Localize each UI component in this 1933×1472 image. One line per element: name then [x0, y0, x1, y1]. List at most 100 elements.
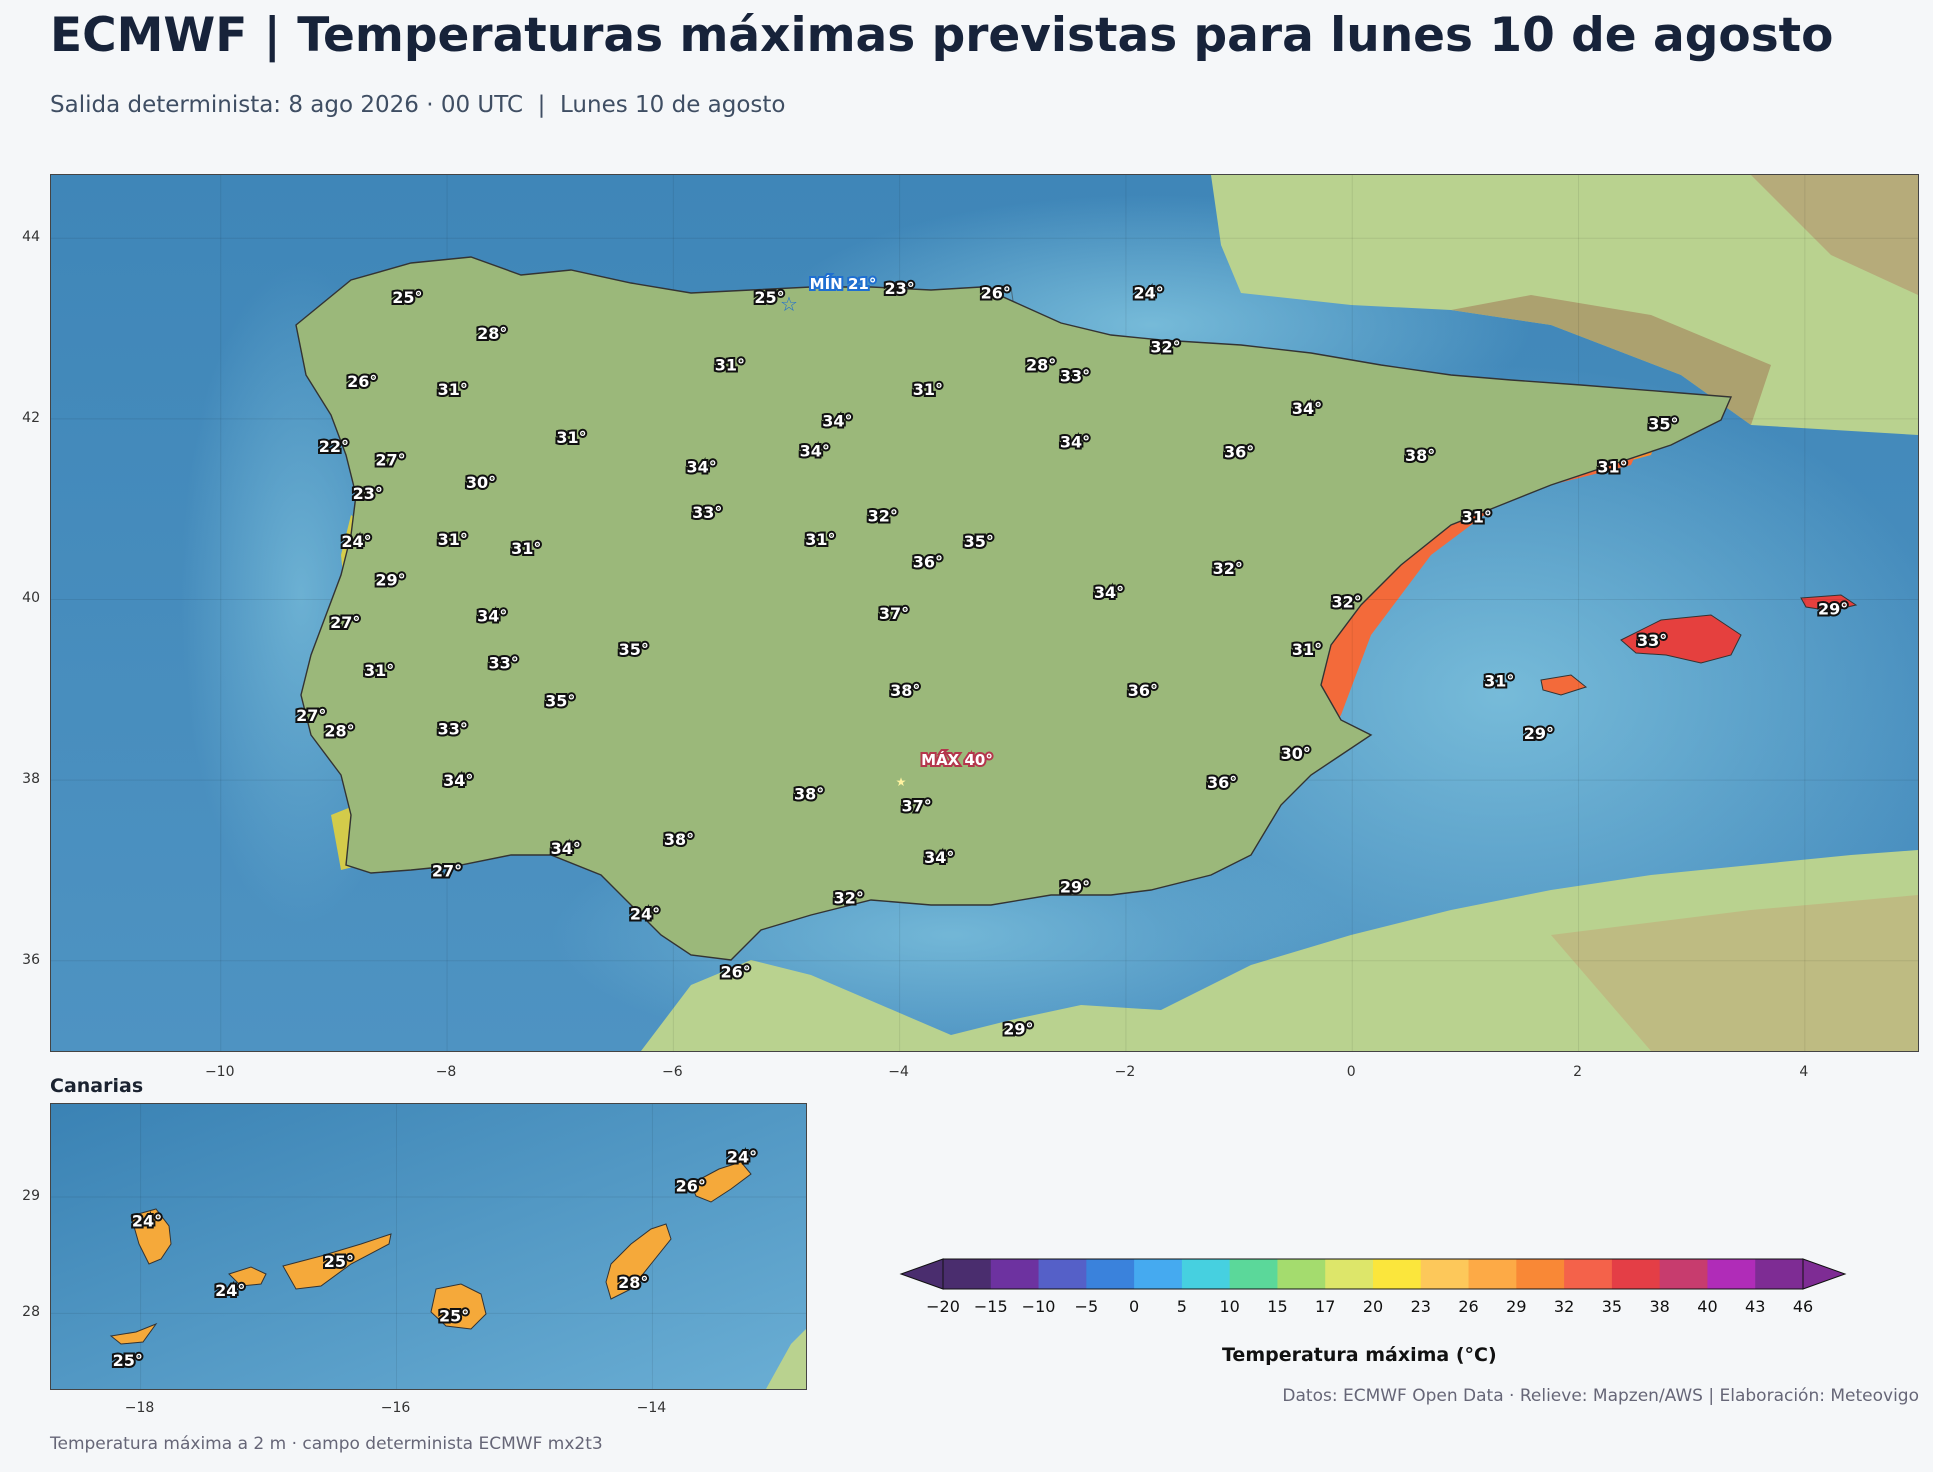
colorbar-tick-label: 29: [1506, 1297, 1527, 1316]
colorbar-tick-label: −15: [973, 1297, 1008, 1316]
la-palma: [130, 1208, 172, 1265]
colorbar-segment: [1134, 1259, 1183, 1289]
temp-label: 32°: [1150, 338, 1180, 357]
temp-label: 28°: [1026, 356, 1056, 375]
x-tick-label: 4: [1799, 1064, 1809, 1080]
main-map-canvas: ☆ MÍN 21° ★ MÁX 40° 25° 25° 23° 26° 24° 28° 32…: [51, 175, 1918, 1051]
max-label: MÁX 40°: [921, 750, 993, 769]
colorbar-segment: [1373, 1259, 1422, 1289]
colorbar-segment: [1229, 1259, 1278, 1289]
gran-canaria: [430, 1283, 487, 1330]
colorbar-tick-label: 15: [1267, 1297, 1288, 1316]
colorbar-extend-low: [899, 1258, 944, 1290]
x-tick-label: −8: [435, 1064, 457, 1080]
colorbar-segment: [1564, 1259, 1613, 1289]
mallorca: [1620, 614, 1742, 664]
temp-label: 32°: [1213, 559, 1243, 578]
la-gomera: [228, 1266, 267, 1287]
colorbar-segment: [943, 1259, 992, 1289]
colorbar-tick-label: 35: [1601, 1297, 1623, 1316]
temp-label: 35°: [619, 640, 649, 659]
temp-label: 35°: [545, 692, 575, 711]
temp-label: 31°: [805, 530, 835, 549]
temp-label: 29°: [1818, 600, 1848, 619]
temp-label: 24°: [215, 1281, 245, 1300]
max-marker: ★ MÁX 40°: [896, 748, 995, 789]
temp-label: 34°: [822, 412, 852, 431]
colorbar-tick-label: 5: [1176, 1297, 1187, 1316]
x-tick-label: 0: [1346, 1064, 1356, 1080]
footnote: Temperatura máxima a 2 m · campo determi…: [50, 1434, 603, 1454]
temp-label: 24°: [341, 532, 371, 551]
temp-label: 38°: [794, 785, 824, 804]
colorbar-tick-label: 0: [1129, 1297, 1140, 1316]
credits: Datos: ECMWF Open Data · Relieve: Mapzen…: [1282, 1386, 1919, 1406]
temp-label: 27°: [330, 613, 360, 632]
page-subtitle: Salida determinista: 8 ago 2026 · 00 UTC…: [50, 92, 786, 118]
temp-label: 24°: [132, 1211, 162, 1230]
temp-label: 34°: [1292, 399, 1322, 418]
colorbar-tick-label: −10: [1021, 1297, 1056, 1316]
temp-label: 32°: [834, 889, 864, 908]
inset-temp-labels: 24° 26° 24° 25° 24° 28° 25° 25°: [111, 1145, 759, 1372]
colorbar-segment: [1181, 1259, 1231, 1289]
tenerife: [282, 1233, 392, 1290]
colorbar-tick-label: 43: [1745, 1297, 1766, 1316]
temp-label: 34°: [477, 607, 507, 626]
temp-label: 30°: [466, 473, 496, 492]
inset-x-tick-label: −18: [124, 1400, 155, 1416]
temp-label: 38°: [890, 681, 920, 700]
temp-label: 31°: [438, 530, 468, 549]
temp-label: 33°: [438, 720, 468, 739]
colorbar-segment: [1420, 1259, 1470, 1289]
temp-label: 34°: [1094, 583, 1124, 602]
canarias-map[interactable]: 24° 26° 24° 25° 24° 28° 25° 25°: [50, 1103, 807, 1390]
colorbar-tick-label: 26: [1458, 1297, 1479, 1316]
colorbar-segment: [1755, 1259, 1804, 1289]
temp-label: 24°: [1133, 283, 1163, 302]
temp-label: 31°: [556, 428, 586, 447]
colorbar-segment: [1277, 1259, 1326, 1289]
temp-label: 31°: [1597, 458, 1627, 477]
colorbar-segment: [1468, 1259, 1517, 1289]
temp-label: 29°: [1003, 1019, 1033, 1038]
temp-label: 35°: [964, 532, 994, 551]
temp-label: 34°: [924, 848, 954, 867]
temp-label: 31°: [1462, 507, 1492, 526]
temp-label: 31°: [1484, 672, 1514, 691]
temp-label: 27°: [296, 706, 326, 725]
temp-label: 25°: [392, 288, 422, 307]
inset-y-tick-label: 28: [22, 1304, 40, 1321]
temp-label: 28°: [618, 1273, 648, 1292]
min-star-icon: ☆: [780, 292, 798, 316]
colorbar-tick-label: 38: [1649, 1297, 1670, 1316]
fuerteventura: [605, 1223, 672, 1300]
colorbar-tick-label: 10: [1219, 1297, 1240, 1316]
temp-label: 36°: [1128, 681, 1158, 700]
temp-label: 29°: [1524, 724, 1554, 743]
temp-label: 32°: [868, 507, 898, 526]
max-star-icon: ★: [896, 775, 907, 789]
temp-label: 25°: [754, 288, 784, 307]
menorca: [1800, 594, 1858, 612]
temp-label: 28°: [477, 324, 507, 343]
temp-label: 31°: [438, 380, 468, 399]
temp-label: 28°: [324, 721, 354, 740]
min-marker: ☆ MÍN 21°: [780, 272, 878, 316]
colorbar-segment: [1516, 1259, 1565, 1289]
colorbar-tick-label: 32: [1553, 1297, 1575, 1316]
colorbar-tick-label: −20: [926, 1297, 960, 1316]
main-temp-labels: 25° 25° 23° 26° 24°28°32°31° 28°33°26° 31° 31°3…: [294, 277, 1850, 1041]
inset-y-tick-label: 29: [22, 1188, 40, 1205]
temp-label: 34°: [1060, 432, 1090, 451]
temp-label: 33°: [1637, 631, 1667, 650]
ibiza: [1540, 674, 1588, 696]
y-tick-label: 44: [22, 229, 40, 246]
temp-label: 26°: [676, 1176, 706, 1195]
inset-sea: [51, 1104, 806, 1389]
temp-label: 32°: [1331, 592, 1361, 611]
temp-label: 34°: [551, 839, 581, 858]
temp-label: 29°: [1060, 878, 1090, 897]
main-map[interactable]: ☆ MÍN 21° ★ MÁX 40° 25° 25° 23° 26° 24° 28° 32…: [50, 174, 1919, 1052]
temp-label: 31°: [364, 661, 394, 680]
